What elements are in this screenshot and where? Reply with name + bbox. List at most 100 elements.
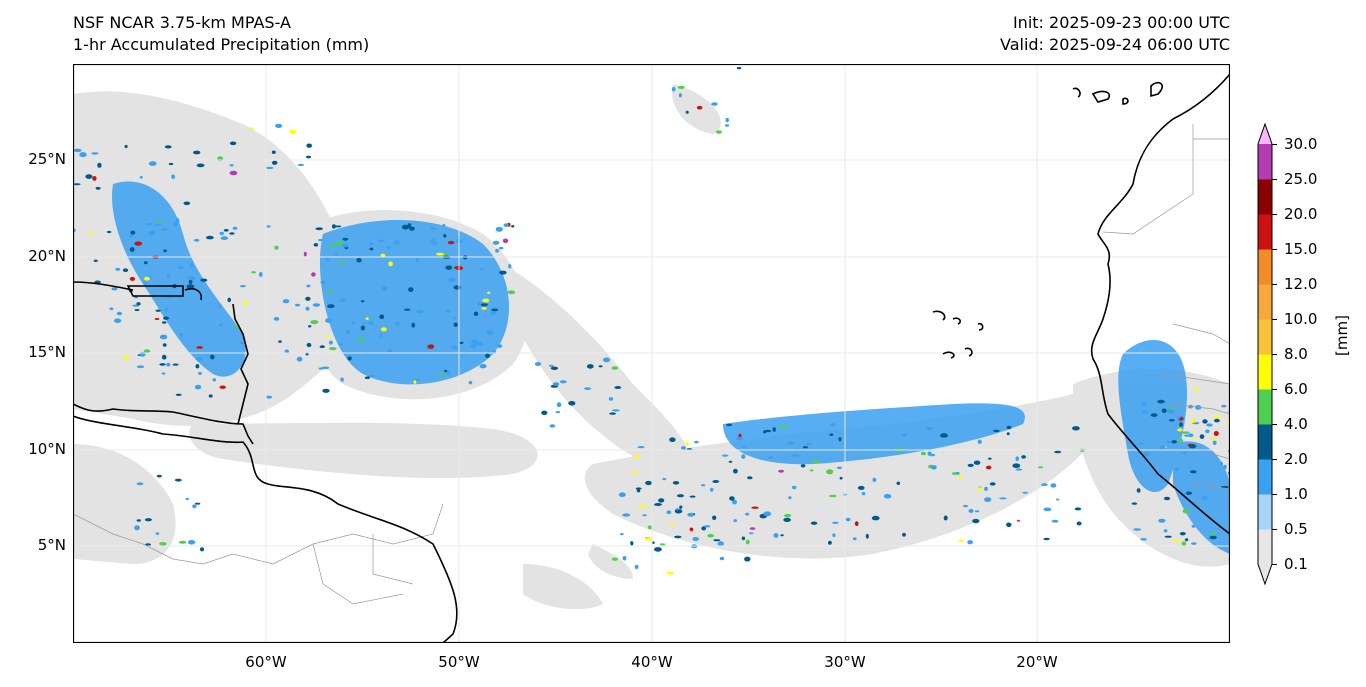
precip-cell bbox=[448, 277, 456, 283]
colorbar-segment bbox=[1258, 249, 1272, 285]
precip-cell bbox=[634, 454, 640, 459]
colorbar-tick-mark bbox=[1272, 459, 1277, 460]
precip-cell bbox=[306, 284, 311, 288]
precip-cell bbox=[703, 525, 711, 528]
precip-cell bbox=[852, 537, 857, 541]
precip-cell bbox=[1179, 422, 1183, 427]
precip-cell bbox=[800, 464, 806, 468]
precip-cell bbox=[357, 338, 365, 342]
precip-cell bbox=[401, 224, 409, 230]
colorbar-tick-label: 25.0 bbox=[1284, 170, 1318, 188]
precip-cell bbox=[199, 547, 205, 552]
precip-cell bbox=[984, 486, 988, 491]
precip-cell bbox=[636, 488, 641, 493]
precip-cell bbox=[747, 476, 753, 480]
precip-cell bbox=[511, 225, 515, 228]
precip-cell bbox=[315, 227, 323, 231]
precip-cell bbox=[987, 457, 992, 460]
precip-cell bbox=[453, 285, 461, 290]
precip-cell bbox=[662, 478, 667, 481]
precip-cell bbox=[635, 487, 642, 490]
precip-cell bbox=[447, 240, 455, 245]
precip-cell bbox=[194, 502, 201, 505]
precip-cell bbox=[163, 249, 167, 253]
precip-cell bbox=[189, 263, 194, 268]
precip-cell bbox=[666, 510, 672, 515]
colorbar-tick-label: 4.0 bbox=[1284, 415, 1308, 433]
colorbar-segment bbox=[1258, 319, 1272, 355]
colorbar-segment bbox=[1258, 354, 1272, 390]
precip-cell bbox=[453, 322, 458, 327]
precip-cell bbox=[901, 433, 908, 438]
precip-cell bbox=[319, 345, 325, 349]
precip-cell bbox=[351, 321, 356, 325]
colorbar-segment bbox=[1258, 494, 1272, 530]
precip-cell bbox=[446, 370, 451, 375]
colorbar-segment bbox=[1258, 529, 1272, 565]
precip-cell bbox=[586, 364, 594, 369]
precip-cell bbox=[271, 150, 276, 154]
precip-cell bbox=[310, 320, 319, 325]
colorbar bbox=[1257, 122, 1273, 586]
precip-cell bbox=[812, 459, 819, 464]
field-name: 1-hr Accumulated Precipitation (mm) bbox=[73, 35, 370, 54]
precip-cell bbox=[685, 442, 689, 446]
precip-cell bbox=[339, 298, 346, 303]
precip-cell bbox=[555, 411, 561, 414]
precip-cell bbox=[130, 230, 136, 235]
colorbar-tick-mark bbox=[1272, 214, 1277, 215]
precip-cell bbox=[282, 299, 290, 304]
precip-cell bbox=[1211, 437, 1217, 440]
colorbar-tick-mark bbox=[1272, 284, 1277, 285]
precip-cell bbox=[284, 349, 289, 354]
precip-cell bbox=[430, 238, 435, 244]
precip-cell bbox=[503, 223, 509, 227]
precip-cell bbox=[736, 66, 742, 70]
precip-cell bbox=[839, 476, 843, 480]
precip-cell bbox=[584, 387, 592, 390]
precip-cell bbox=[832, 533, 836, 538]
precip-cell bbox=[726, 423, 733, 427]
precip-cell bbox=[206, 235, 214, 240]
precip-cell bbox=[674, 508, 683, 514]
precip-cell bbox=[548, 364, 554, 367]
precip-cell bbox=[1054, 450, 1062, 454]
precip-cell bbox=[508, 264, 512, 269]
precip-cell bbox=[989, 482, 996, 486]
precip-cell bbox=[666, 571, 674, 575]
precip-cell bbox=[614, 386, 622, 389]
precip-cell bbox=[1185, 491, 1192, 495]
precip-cell bbox=[97, 162, 102, 168]
precip-cell bbox=[645, 537, 653, 541]
precip-cell bbox=[212, 378, 217, 382]
lat-label-5n: 5°N bbox=[37, 536, 66, 554]
precip-cell bbox=[1179, 532, 1186, 536]
precip-cell bbox=[322, 388, 330, 393]
precip-cell bbox=[1221, 404, 1227, 408]
precip-cell bbox=[745, 512, 750, 516]
colorbar-tick-label: 15.0 bbox=[1284, 240, 1318, 258]
precip-cell bbox=[161, 372, 166, 375]
precip-cell bbox=[223, 229, 229, 232]
precip-cell bbox=[1131, 502, 1138, 505]
precip-cell bbox=[687, 512, 695, 517]
precip-cell bbox=[219, 231, 224, 236]
precip-cell bbox=[136, 519, 141, 522]
precip-cell bbox=[154, 318, 160, 320]
precip-cell bbox=[1161, 408, 1167, 414]
precip-cell bbox=[1021, 455, 1026, 459]
precip-cell bbox=[271, 160, 278, 165]
light-precip-area bbox=[73, 84, 1230, 610]
lat-label-10n: 10°N bbox=[28, 440, 66, 458]
precip-cell bbox=[645, 480, 653, 486]
colorbar-segment bbox=[1258, 214, 1272, 250]
precip-cell bbox=[92, 176, 97, 181]
precip-cell bbox=[334, 253, 340, 256]
precip-cell bbox=[219, 323, 223, 327]
precip-cell bbox=[134, 309, 140, 311]
precip-cell bbox=[229, 164, 234, 167]
precip-cell bbox=[741, 536, 746, 541]
precip-cell bbox=[1041, 483, 1048, 487]
precip-cell bbox=[1157, 399, 1165, 404]
precip-cell bbox=[1168, 419, 1175, 422]
